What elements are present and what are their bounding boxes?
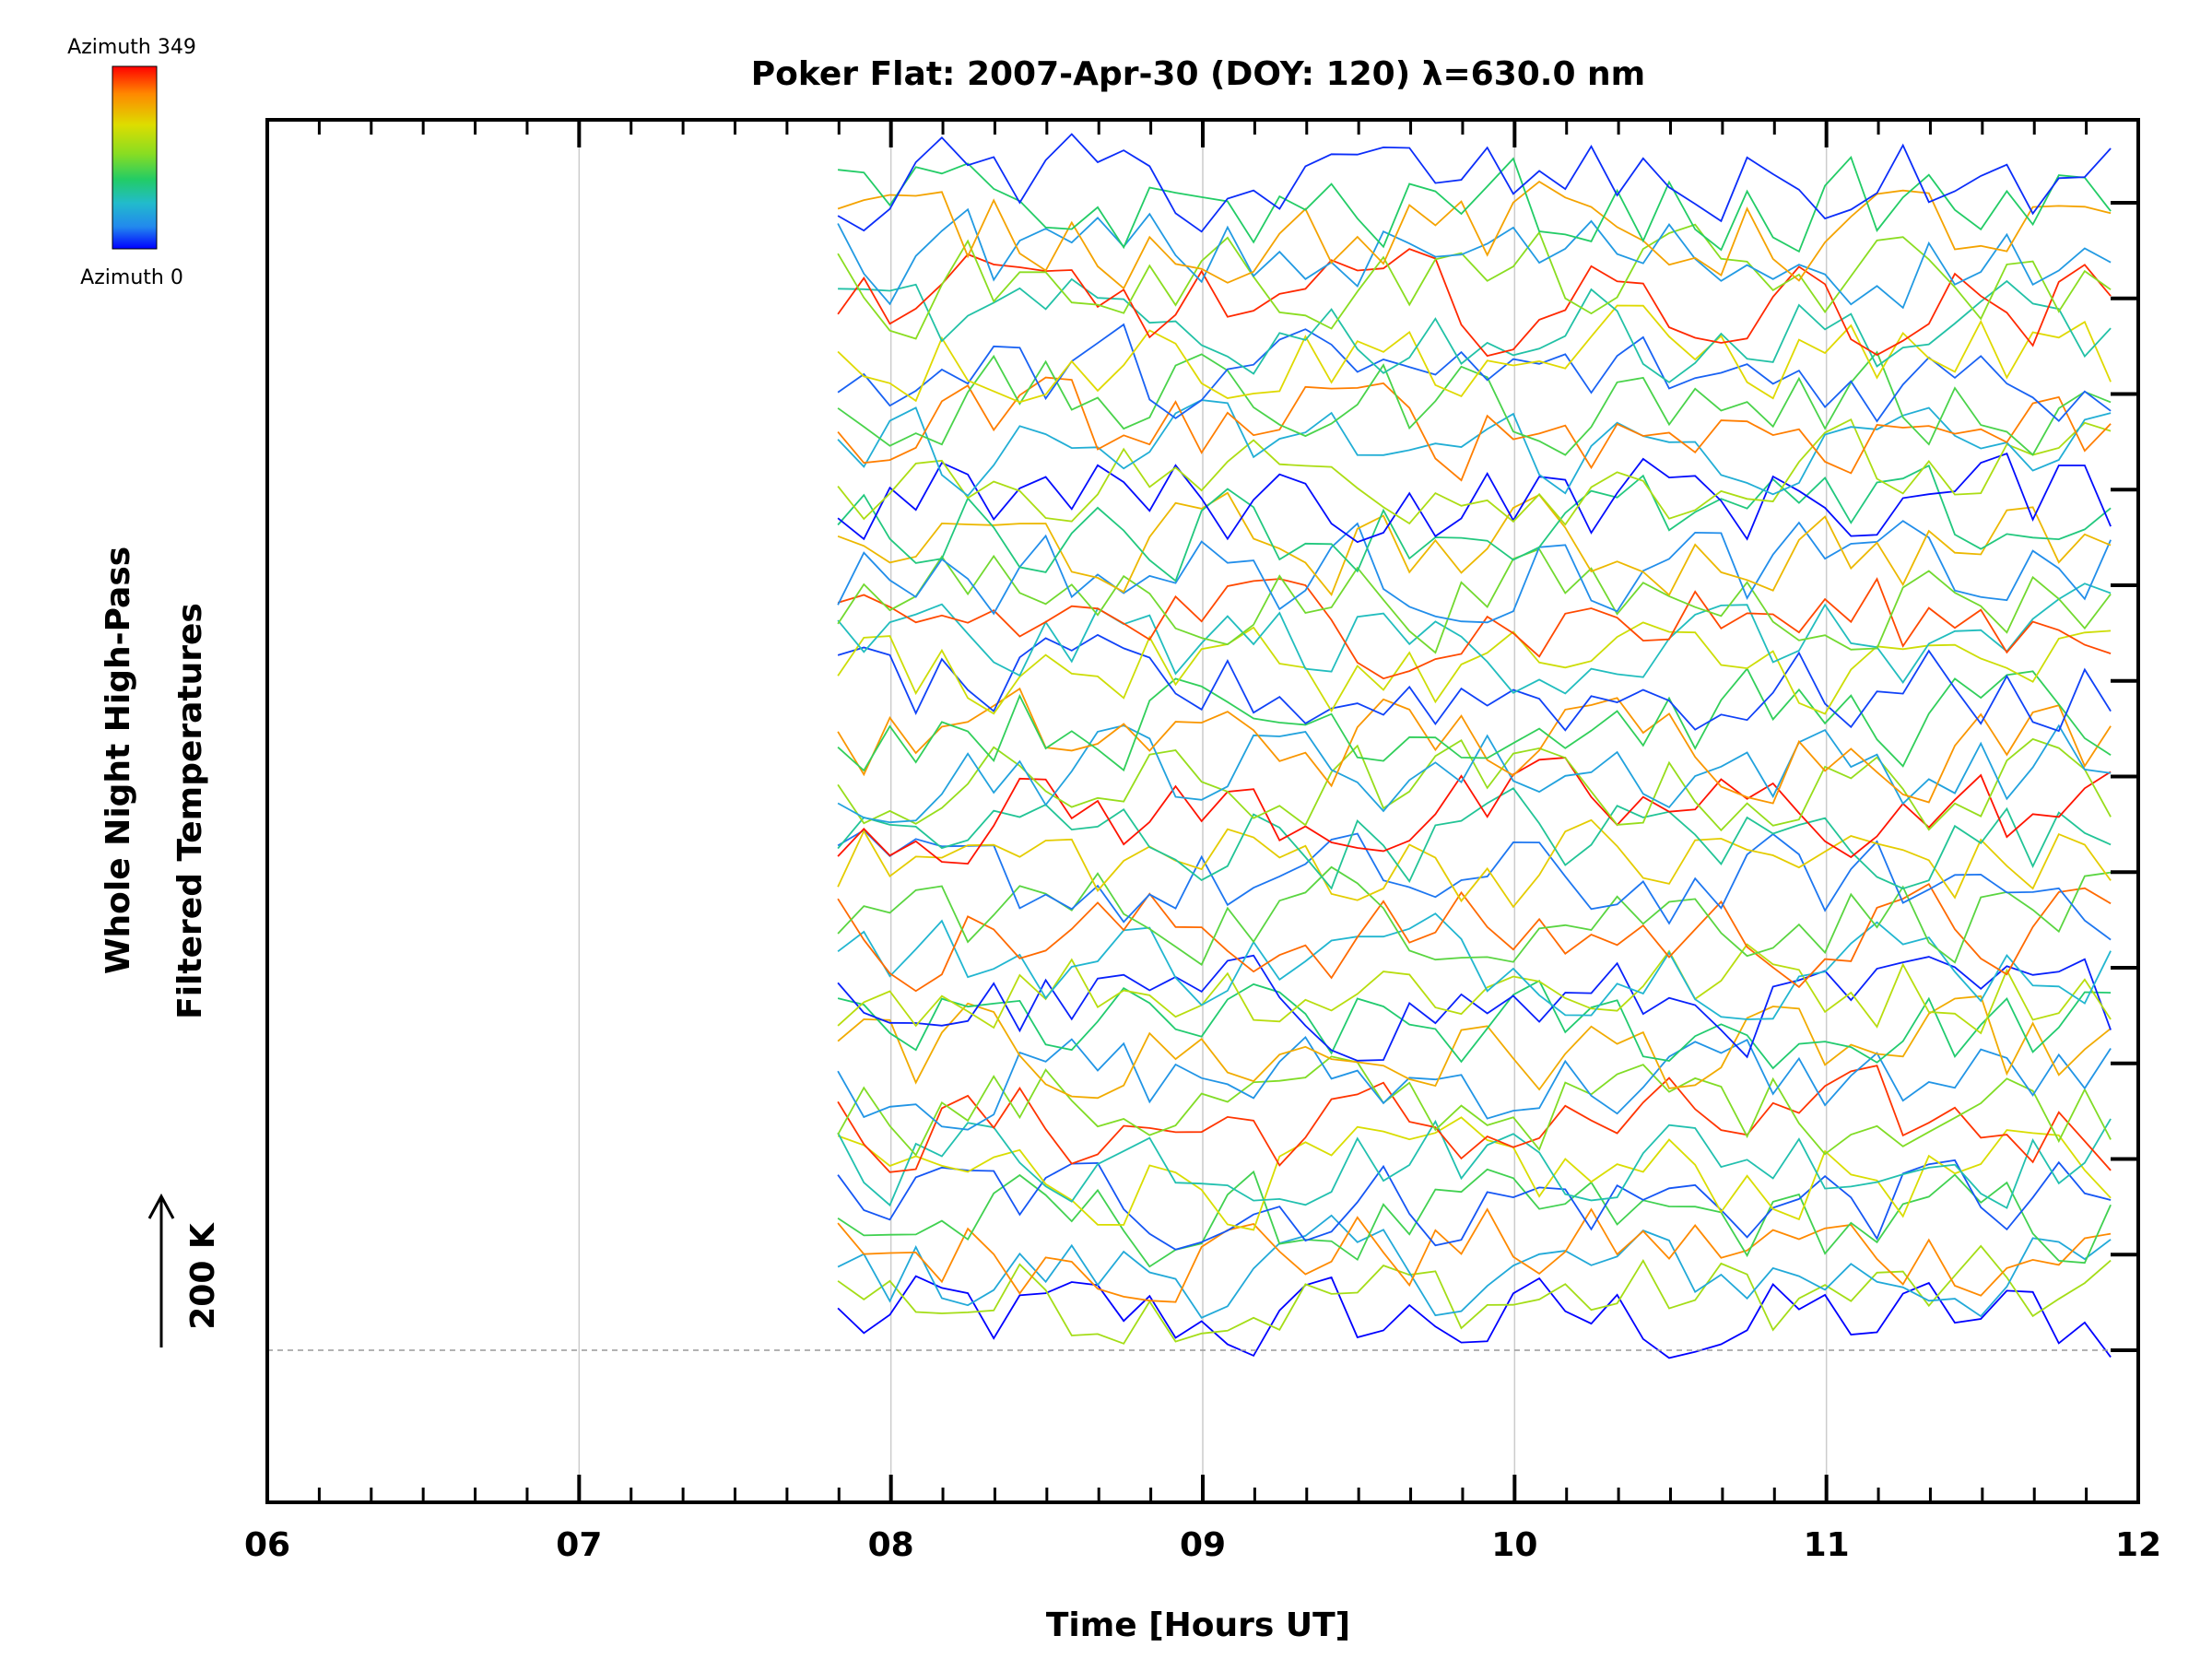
x-tick-label: 11 xyxy=(1804,1526,1850,1564)
x-tick-label: 10 xyxy=(1491,1526,1537,1564)
series-line xyxy=(837,248,2112,358)
series-line xyxy=(837,724,2112,824)
scale-arrow-head xyxy=(147,1193,175,1219)
scale-label: 200 K xyxy=(184,1222,222,1330)
series-lines xyxy=(837,133,2112,1359)
x-tick-label: 06 xyxy=(244,1526,290,1564)
series-line xyxy=(837,954,2112,1062)
series-line xyxy=(837,207,2112,310)
series-line xyxy=(838,277,2112,383)
series-line xyxy=(837,865,2112,966)
series-line xyxy=(837,582,2112,695)
series-line xyxy=(837,350,2112,456)
series-line xyxy=(837,1035,2112,1131)
series-line xyxy=(837,547,2112,654)
series-line xyxy=(837,737,2112,832)
series-line xyxy=(837,1055,2112,1157)
axis-ticks xyxy=(265,120,2140,1502)
series-line xyxy=(837,304,2112,404)
series-line xyxy=(837,666,2112,772)
series-line xyxy=(837,979,2112,1070)
x-tick-labels: 06 07 08 09 10 11 12 xyxy=(244,1526,2161,1564)
series-line xyxy=(837,577,2112,680)
series-line xyxy=(837,491,2112,596)
scale-indicator: 200 K xyxy=(147,1193,222,1347)
series-line xyxy=(837,1065,2112,1173)
series-line xyxy=(837,994,2112,1100)
series-line xyxy=(837,1159,2112,1251)
series-line xyxy=(837,1207,2112,1303)
series-line xyxy=(837,323,2112,423)
series-line xyxy=(837,223,2112,340)
series-line xyxy=(837,418,2112,526)
y-axis-label-line1: Whole Night High-Pass xyxy=(100,547,137,974)
x-tick-label: 08 xyxy=(868,1526,914,1564)
series-line xyxy=(837,787,2112,890)
series-line xyxy=(837,1244,2112,1345)
series-line xyxy=(837,520,2112,624)
colorbar-bottom-label: Azimuth 0 xyxy=(80,266,183,289)
series-line xyxy=(837,757,2112,865)
series-line xyxy=(837,829,2112,941)
x-tick-label: 07 xyxy=(556,1526,602,1564)
series-line xyxy=(838,155,2112,253)
series-line xyxy=(837,912,2112,1020)
series-line xyxy=(837,1168,2112,1268)
series-line xyxy=(837,687,2112,805)
series-line xyxy=(837,633,2112,733)
series-line xyxy=(837,464,2112,582)
x-axis-label: Time [Hours UT] xyxy=(1046,1606,1350,1644)
series-line xyxy=(837,1116,2112,1231)
chart-title: Poker Flat: 2007-Apr-30 (DOY: 120) λ=630… xyxy=(751,55,1645,93)
x-tick-label: 09 xyxy=(1180,1526,1226,1564)
y-axis-label-line2: Filtered Temperatures xyxy=(171,603,209,1019)
series-line xyxy=(837,133,2112,233)
colorbar: Azimuth 349 Azimuth 0 xyxy=(67,36,196,289)
series-line xyxy=(837,181,2112,290)
series-line xyxy=(837,818,2112,909)
series-line xyxy=(837,1275,2112,1359)
gridlines xyxy=(578,120,1828,1502)
x-tick-label: 12 xyxy=(2115,1526,2161,1564)
series-line xyxy=(837,882,2112,993)
series-line xyxy=(837,1214,2112,1319)
series-line xyxy=(837,399,2112,498)
colorbar-gradient xyxy=(112,65,158,250)
series-line xyxy=(837,1118,2112,1209)
series-line xyxy=(837,376,2112,482)
colorbar-top-label: Azimuth 349 xyxy=(67,36,196,59)
series-line xyxy=(837,621,2112,715)
series-line xyxy=(837,452,2112,544)
